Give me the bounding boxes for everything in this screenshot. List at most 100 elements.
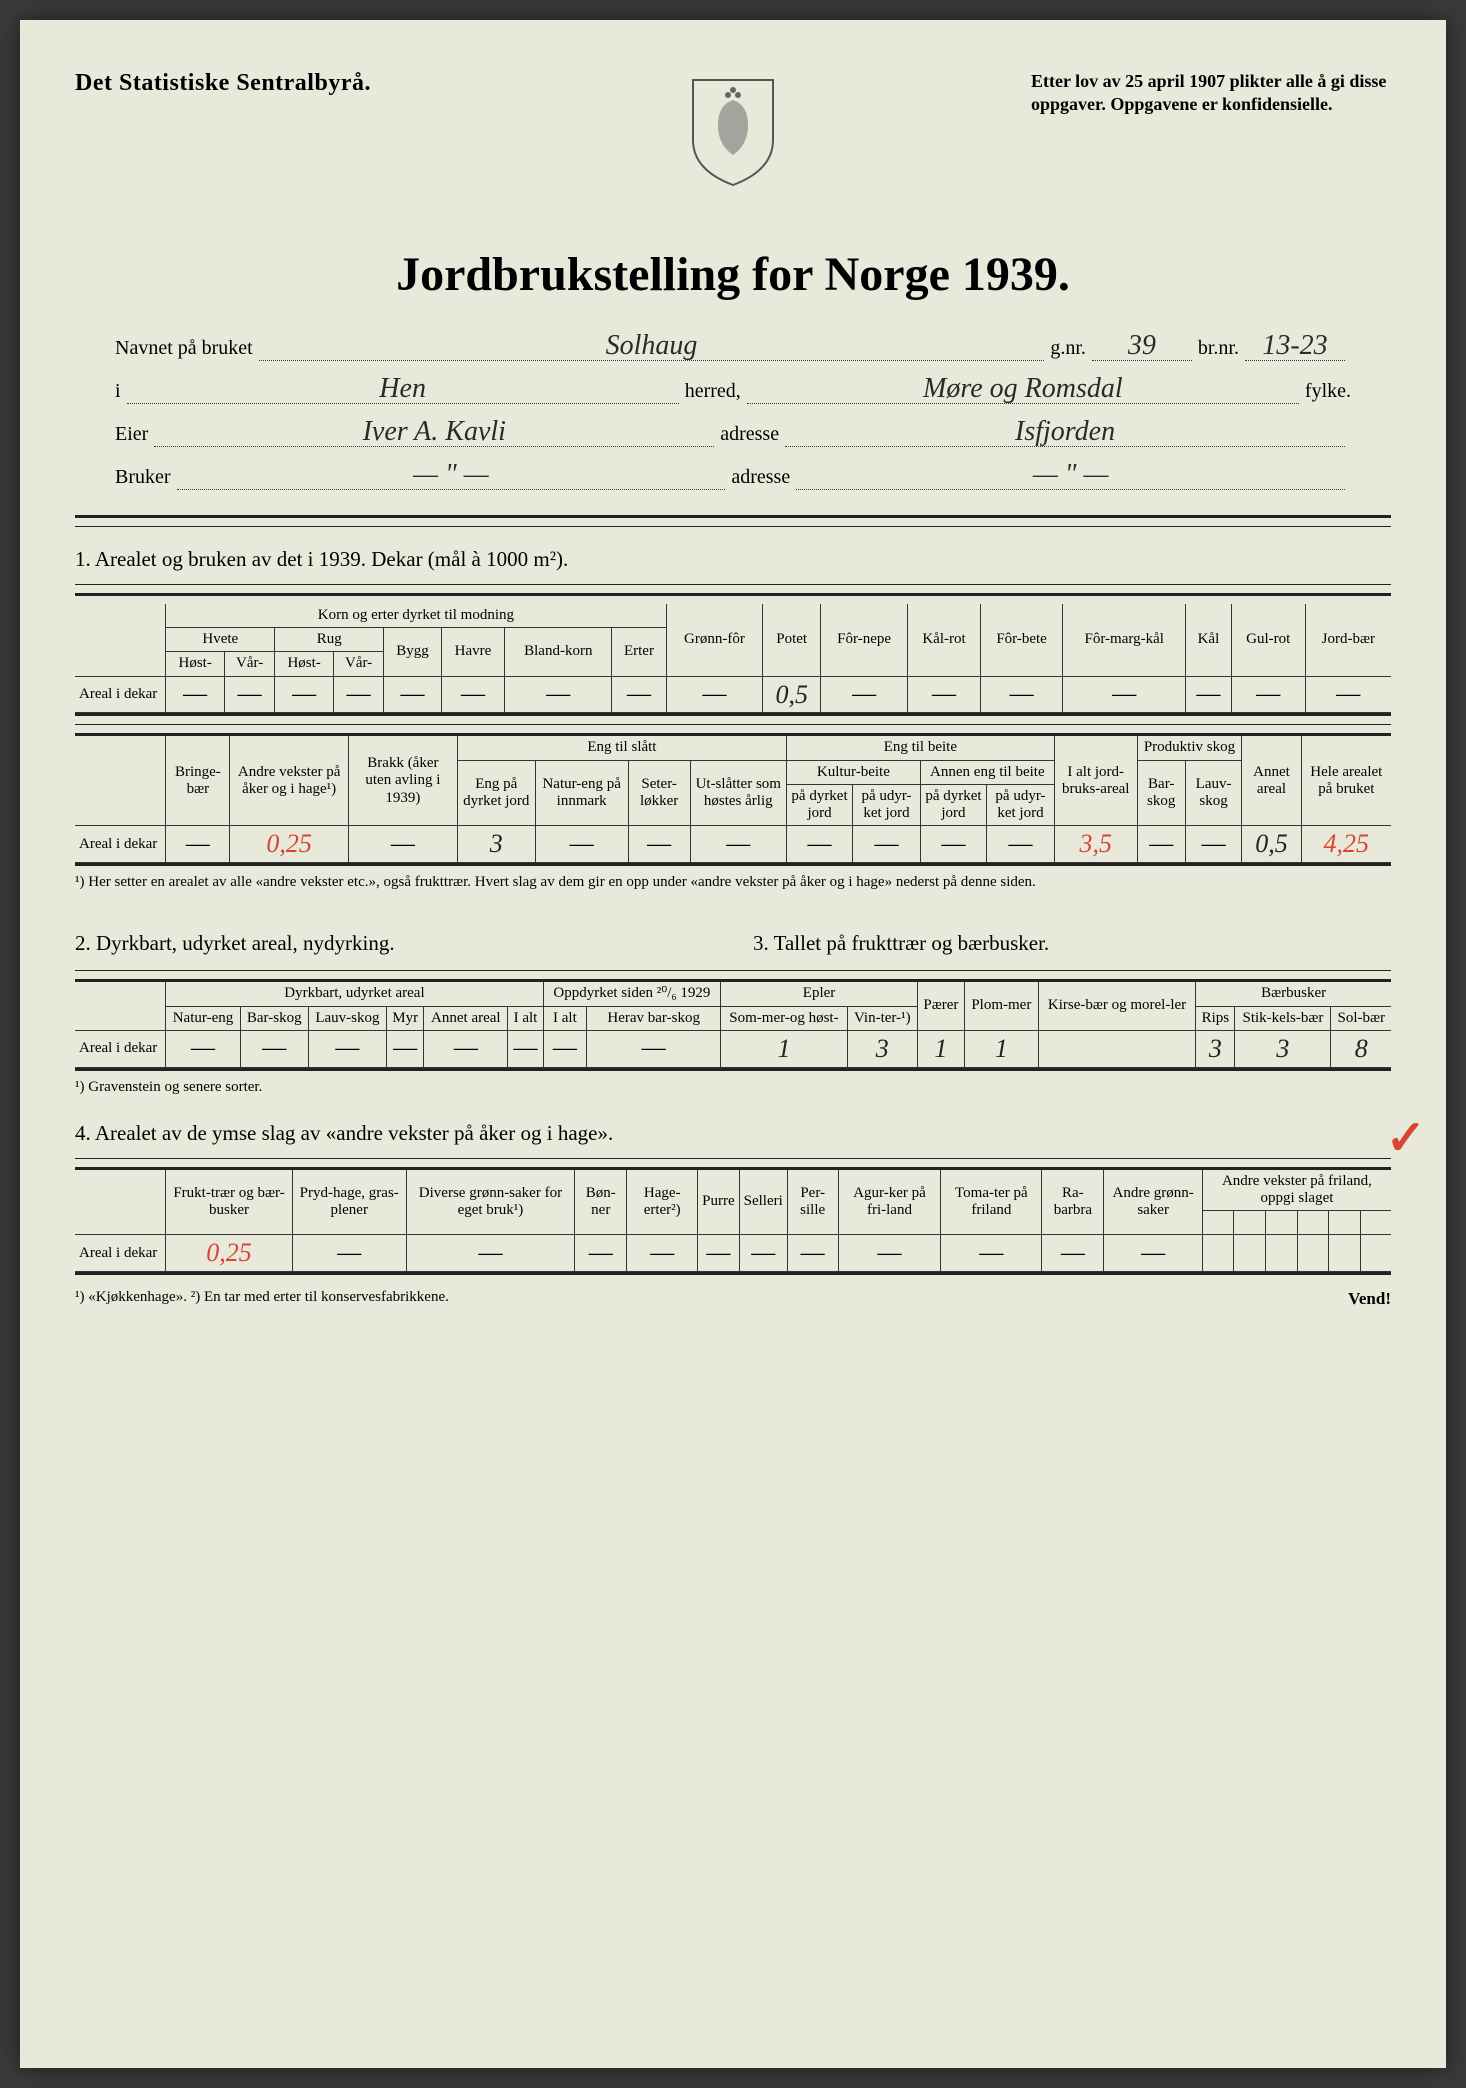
data-cell: — xyxy=(787,1235,838,1272)
section1-table1: Korn og erter dyrket til modning Grønn-f… xyxy=(75,604,1391,714)
th-fornepe: Fôr-nepe xyxy=(820,604,907,676)
user-address-label: adresse xyxy=(731,466,790,489)
data-cell: 8 xyxy=(1331,1030,1391,1067)
data-cell: — xyxy=(980,676,1063,713)
owner-value: Iver A. Kavli xyxy=(154,418,714,447)
th-s2-myr: Myr xyxy=(387,1006,424,1030)
th-blank3 xyxy=(1266,1211,1298,1235)
th-gulrot: Gul-rot xyxy=(1231,604,1305,676)
th-andregronn: Andre grønn-saker xyxy=(1104,1170,1203,1235)
th-brakk: Brakk (åker uten avling i 1939) xyxy=(348,736,457,826)
data-cell: — xyxy=(292,1235,406,1272)
data-cell: 0,5 xyxy=(1242,826,1301,863)
i-label: i xyxy=(115,380,121,403)
row-label-4: Areal i dekar xyxy=(75,1235,166,1272)
data-cell: 3 xyxy=(457,826,535,863)
th-s2-herav: Herav bar-skog xyxy=(587,1006,721,1030)
th-s2-annet: Annet areal xyxy=(424,1006,508,1030)
th-selleri: Selleri xyxy=(739,1170,787,1235)
th-diverse: Diverse grønn-saker for eget bruk¹) xyxy=(406,1170,575,1235)
th-jordbaer: Jord-bær xyxy=(1305,604,1391,676)
th-prydhage: Pryd-hage, gras-plener xyxy=(292,1170,406,1235)
th-kb-dyrket: på dyrket jord xyxy=(786,784,852,826)
data-cell xyxy=(1234,1235,1266,1272)
row-label-1: Areal i dekar xyxy=(75,676,166,713)
county-value: Møre og Romsdal xyxy=(747,375,1299,404)
data-cell: — xyxy=(838,1235,941,1272)
th-blank1 xyxy=(1202,1211,1234,1235)
th-kb-udyrket: på udyr-ket jord xyxy=(853,784,921,826)
th-blank6 xyxy=(1360,1211,1391,1235)
section3-heading: 3. Tallet på frukttrær og bærbusker. xyxy=(753,931,1391,956)
th-formargkal: Fôr-marg-kål xyxy=(1063,604,1186,676)
data-cell: — xyxy=(240,1030,308,1067)
section2-footnote: ¹) Gravenstein og senere sorter. xyxy=(75,1079,1391,1096)
legal-notice: Etter lov av 25 april 1907 plikter alle … xyxy=(1031,70,1391,117)
data-cell: — xyxy=(690,826,786,863)
section4-footnote: ¹) «Kjøkkenhage». ²) En tar med erter ti… xyxy=(75,1289,449,1309)
owner-address-label: adresse xyxy=(720,423,779,446)
data-cell: — xyxy=(406,1235,575,1272)
th-andre: Andre vekster på åker og i hage¹) xyxy=(230,736,348,826)
section1-footnote: ¹) Her setter en arealet av alle «andre … xyxy=(75,874,1391,891)
th-seter: Seter-løkker xyxy=(628,760,690,826)
data-cell: — xyxy=(334,676,384,713)
data-cell: — xyxy=(627,1235,698,1272)
data-cell: — xyxy=(1042,1235,1104,1272)
section4-heading: 4. Arealet av de ymse slag av «andre vek… xyxy=(75,1121,1391,1146)
data-cell: — xyxy=(786,826,852,863)
coat-of-arms-icon xyxy=(683,70,783,190)
data-cell: — xyxy=(1231,676,1305,713)
user-value: — " — xyxy=(177,461,726,490)
th-s2-rips: Rips xyxy=(1196,1006,1235,1030)
th-s2-ialt2: I alt xyxy=(543,1006,587,1030)
th-andrefriland: Andre vekster på friland, oppgi slaget xyxy=(1202,1170,1391,1211)
th-forbete: Fôr-bete xyxy=(980,604,1063,676)
th-hele: Hele arealet på bruket xyxy=(1301,736,1391,826)
th-ialt: I alt jord-bruks-areal xyxy=(1054,736,1137,826)
data-cell: — xyxy=(575,1235,627,1272)
th-blank4 xyxy=(1297,1211,1329,1235)
th-barskog: Bar-skog xyxy=(1137,760,1185,826)
th-kulturbeite: Kultur-beite xyxy=(786,760,920,784)
data-cell: 1 xyxy=(721,1030,848,1067)
th-s2-vinter: Vin-ter-¹) xyxy=(847,1006,917,1030)
th-host1: Høst- xyxy=(166,652,225,676)
th-kal: Kål xyxy=(1186,604,1232,676)
th-lauvskog: Lauv-skog xyxy=(1185,760,1242,826)
section4-table: Frukt-trær og bær-busker Pryd-hage, gras… xyxy=(75,1170,1391,1273)
data-cell: — xyxy=(1063,676,1186,713)
brnr-value: 13-23 xyxy=(1245,332,1345,361)
th-dyrkbart: Dyrkbart, udyrket areal xyxy=(166,982,543,1006)
th-korn: Korn og erter dyrket til modning xyxy=(166,604,666,628)
th-bygg: Bygg xyxy=(384,628,442,677)
th-bonner: Bøn-ner xyxy=(575,1170,627,1235)
th-s2-lauvskog: Lauv-skog xyxy=(308,1006,386,1030)
th-erter: Erter xyxy=(612,628,666,677)
data-cell: — xyxy=(166,1030,240,1067)
data-cell: — xyxy=(535,826,628,863)
data-cell: — xyxy=(920,826,986,863)
data-cell: 1 xyxy=(917,1030,964,1067)
th-eng-beite: Eng til beite xyxy=(786,736,1054,760)
th-tomater: Toma-ter på friland xyxy=(941,1170,1042,1235)
th-rug: Rug xyxy=(275,628,384,652)
data-cell xyxy=(1266,1235,1298,1272)
th-hvete: Hvete xyxy=(166,628,275,652)
data-cell: 3 xyxy=(1196,1030,1235,1067)
data-cell: — xyxy=(424,1030,508,1067)
th-potet: Potet xyxy=(763,604,821,676)
th-annet-areal: Annet areal xyxy=(1242,736,1301,826)
th-gronnfor: Grønn-fôr xyxy=(666,604,763,676)
data-cell xyxy=(1297,1235,1329,1272)
data-cell: — xyxy=(543,1030,587,1067)
gnr-label: g.nr. xyxy=(1050,337,1086,360)
data-cell: — xyxy=(166,826,230,863)
data-cell: — xyxy=(348,826,457,863)
data-cell: — xyxy=(853,826,921,863)
data-cell: — xyxy=(612,676,666,713)
data-cell xyxy=(1038,1030,1196,1067)
th-rabarbra: Ra-barbra xyxy=(1042,1170,1104,1235)
user-label: Bruker xyxy=(115,466,171,489)
data-cell: 1 xyxy=(964,1030,1038,1067)
